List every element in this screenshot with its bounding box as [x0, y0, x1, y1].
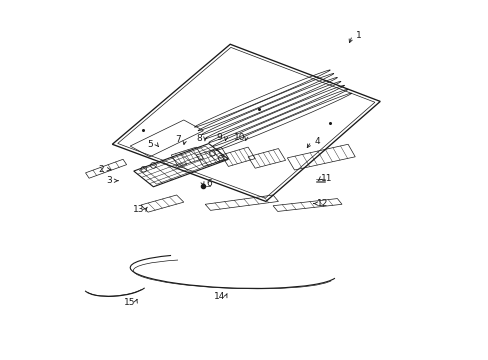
- Text: 12: 12: [317, 199, 328, 208]
- Text: 3: 3: [106, 176, 111, 185]
- Text: 9: 9: [216, 133, 222, 142]
- Text: 14: 14: [213, 292, 224, 301]
- Text: 4: 4: [314, 137, 320, 146]
- Text: 1: 1: [355, 31, 361, 40]
- Text: 8: 8: [196, 134, 201, 143]
- Text: 11: 11: [320, 175, 332, 184]
- Text: 2: 2: [98, 165, 103, 174]
- Text: 5: 5: [147, 140, 153, 149]
- Text: 13: 13: [133, 205, 144, 214]
- Text: 15: 15: [123, 298, 135, 307]
- Text: 6: 6: [206, 179, 212, 188]
- Text: 7: 7: [175, 135, 181, 144]
- Text: 10: 10: [234, 132, 245, 141]
